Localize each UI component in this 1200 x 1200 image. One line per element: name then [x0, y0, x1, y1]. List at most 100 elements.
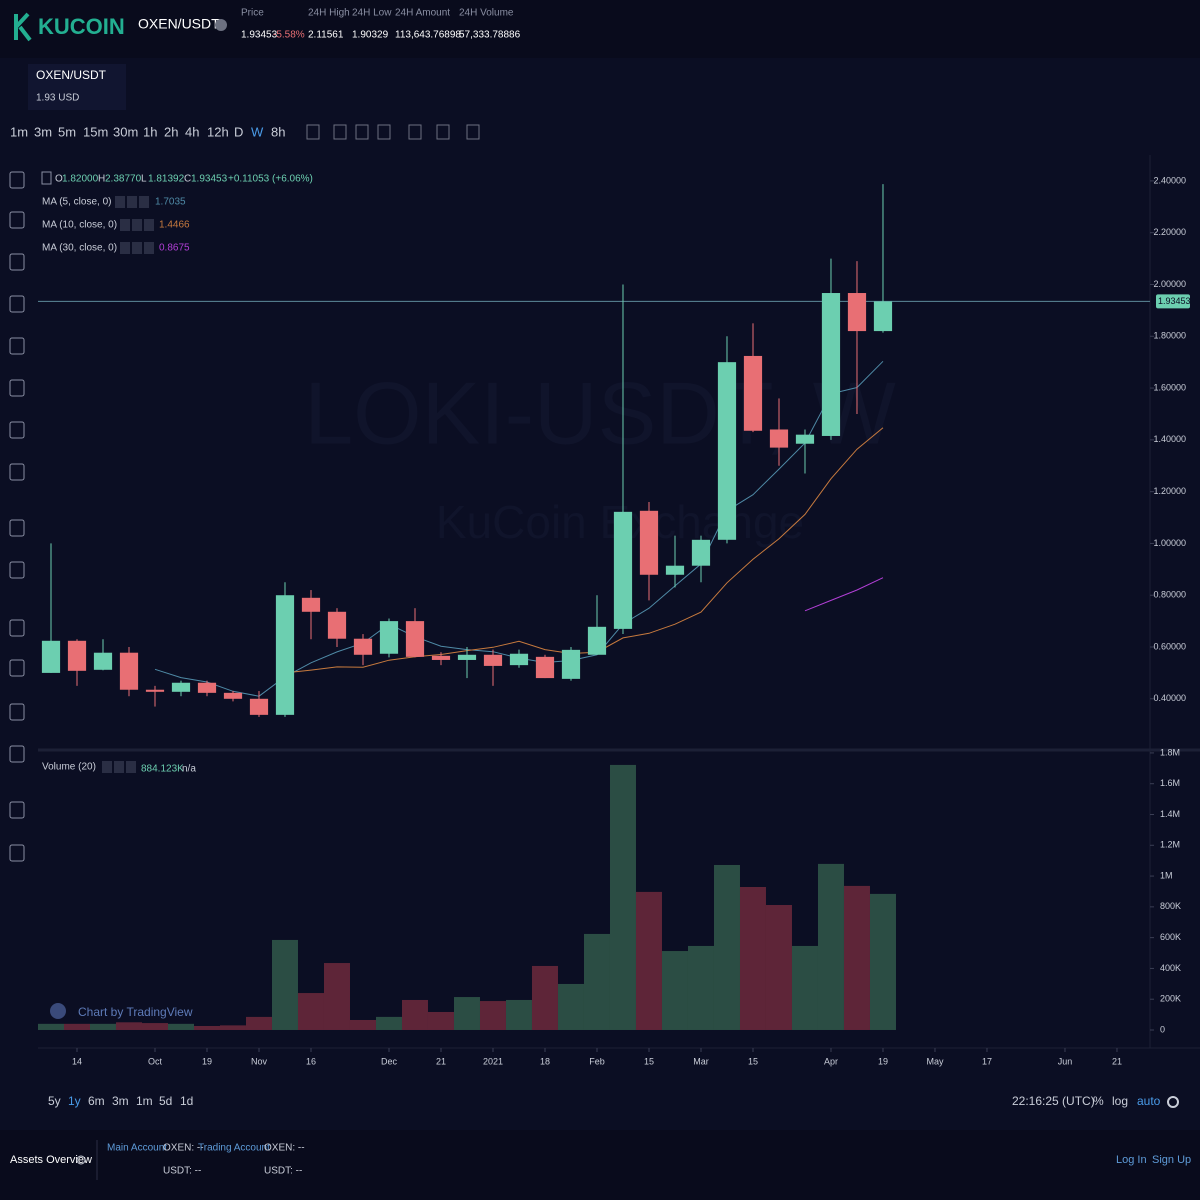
watermark: LOKI-USDT, W — [304, 363, 896, 462]
legend-button[interactable] — [115, 196, 125, 208]
logo[interactable]: KUCOIN — [38, 14, 125, 39]
drawing-tool[interactable] — [9, 295, 25, 313]
range-button[interactable]: 1y — [68, 1094, 81, 1108]
x-tick-label: 21 — [436, 1056, 446, 1066]
legend-button[interactable] — [120, 242, 130, 254]
candle-body — [93, 652, 113, 670]
pair-selector[interactable]: OXEN/USDT — [138, 16, 220, 32]
ohlc-value: 2.38770 — [105, 174, 142, 185]
assets-overview[interactable]: Assets Overview — [10, 1154, 92, 1166]
signup-link[interactable]: Sign Up — [1152, 1154, 1191, 1166]
volume-bar — [635, 891, 662, 1030]
balance: USDT: -- — [163, 1166, 201, 1177]
drawing-tool[interactable] — [9, 421, 25, 439]
drawing-tool[interactable] — [9, 659, 25, 677]
legend-button[interactable] — [120, 219, 130, 231]
interval-button[interactable]: D — [234, 124, 243, 139]
header-bar — [0, 0, 1200, 58]
interval-button[interactable]: 8h — [271, 124, 285, 139]
range-button[interactable]: 1m — [136, 1094, 153, 1108]
balance: OXEN: -- — [163, 1143, 204, 1154]
drawing-tool[interactable] — [9, 519, 25, 537]
legend-button[interactable] — [127, 196, 137, 208]
interval-button[interactable]: 4h — [185, 124, 199, 139]
range-button[interactable]: 3m — [112, 1094, 129, 1108]
volume-bar — [375, 1016, 402, 1030]
stat-label: 24H Low — [352, 8, 392, 19]
interval-button[interactable]: 3m — [34, 124, 52, 139]
volume-bar — [115, 1022, 142, 1030]
drawing-tool[interactable] — [9, 253, 25, 271]
interval-button[interactable]: 12h — [207, 124, 229, 139]
eye-icon[interactable] — [76, 1155, 86, 1165]
toolbar-icon[interactable] — [333, 124, 347, 140]
legend-button[interactable] — [114, 761, 124, 773]
interval-button[interactable]: 5m — [58, 124, 76, 139]
drawing-tool[interactable] — [9, 171, 25, 189]
drawing-tool[interactable] — [9, 703, 25, 721]
trading-account[interactable]: Trading Account — [198, 1143, 270, 1154]
login-link[interactable]: Log In — [1116, 1154, 1147, 1166]
x-tick-label: Oct — [148, 1056, 163, 1066]
interval-button[interactable]: 30m — [113, 124, 138, 139]
interval-button[interactable]: 15m — [83, 124, 108, 139]
drawing-tool[interactable] — [9, 619, 25, 637]
ma-legend: MA (5, close, 0) — [42, 197, 111, 208]
price-label-box — [1156, 294, 1190, 309]
y-tick-label: 200K — [1160, 994, 1181, 1004]
legend-button[interactable] — [139, 196, 149, 208]
y-tick-label: 0.80000 — [1153, 590, 1186, 600]
volume-bar — [583, 933, 610, 1030]
legend-toggle[interactable] — [41, 171, 52, 185]
drawing-tool[interactable] — [9, 379, 25, 397]
volume-bar — [739, 886, 766, 1030]
drawing-tool[interactable] — [9, 801, 25, 819]
main-account[interactable]: Main Account — [107, 1143, 167, 1154]
toolbar-icon[interactable] — [408, 124, 422, 140]
legend-button[interactable] — [144, 219, 154, 231]
interval-button[interactable]: 2h — [164, 124, 178, 139]
range-button[interactable]: 5y — [48, 1094, 61, 1108]
toolbar-icon[interactable] — [436, 124, 450, 140]
scale-option[interactable]: auto — [1137, 1094, 1161, 1108]
drawing-tool[interactable] — [9, 844, 25, 862]
ma-value: 0.8675 — [159, 243, 190, 254]
ma-legend: MA (10, close, 0) — [42, 220, 117, 231]
range-button[interactable]: 5d — [159, 1094, 172, 1108]
scale-option[interactable]: % — [1093, 1094, 1104, 1108]
settings-icon[interactable] — [1167, 1096, 1179, 1108]
drawing-tool[interactable] — [9, 337, 25, 355]
interval-button[interactable]: W — [251, 124, 264, 139]
info-icon[interactable] — [215, 19, 227, 31]
range-button[interactable]: 6m — [88, 1094, 105, 1108]
drawing-tool[interactable] — [9, 211, 25, 229]
interval-button[interactable]: 1m — [10, 124, 28, 139]
tradingview-logo[interactable] — [50, 1003, 66, 1019]
legend-button[interactable] — [126, 761, 136, 773]
candle-body — [457, 654, 477, 660]
scale-option[interactable]: log — [1112, 1094, 1128, 1108]
ma-line — [804, 577, 884, 612]
drawing-tool[interactable] — [9, 463, 25, 481]
legend-button[interactable] — [102, 761, 112, 773]
stat-label: Price — [241, 8, 264, 19]
legend-button[interactable] — [144, 242, 154, 254]
y-tick-label: 1.20000 — [1153, 486, 1186, 496]
attribution[interactable]: Chart by TradingView — [78, 1005, 193, 1019]
toolbar-icon[interactable] — [355, 124, 369, 140]
toolbar-icon[interactable] — [377, 124, 391, 140]
legend-button[interactable] — [132, 219, 142, 231]
ohlc-value: 1.93453 — [191, 174, 228, 185]
toolbar-icon[interactable] — [466, 124, 480, 140]
toolbar-icon[interactable] — [306, 124, 320, 140]
candle-body — [795, 434, 815, 444]
y-tick-label: 1.00000 — [1153, 538, 1186, 548]
x-tick-label: 18 — [540, 1056, 550, 1066]
legend-button[interactable] — [132, 242, 142, 254]
range-button[interactable]: 1d — [180, 1094, 193, 1108]
interval-button[interactable]: 1h — [143, 124, 157, 139]
volume-bar — [869, 893, 896, 1030]
ohlc-label: O — [55, 174, 63, 185]
drawing-tool[interactable] — [9, 745, 25, 763]
drawing-tool[interactable] — [9, 561, 25, 579]
